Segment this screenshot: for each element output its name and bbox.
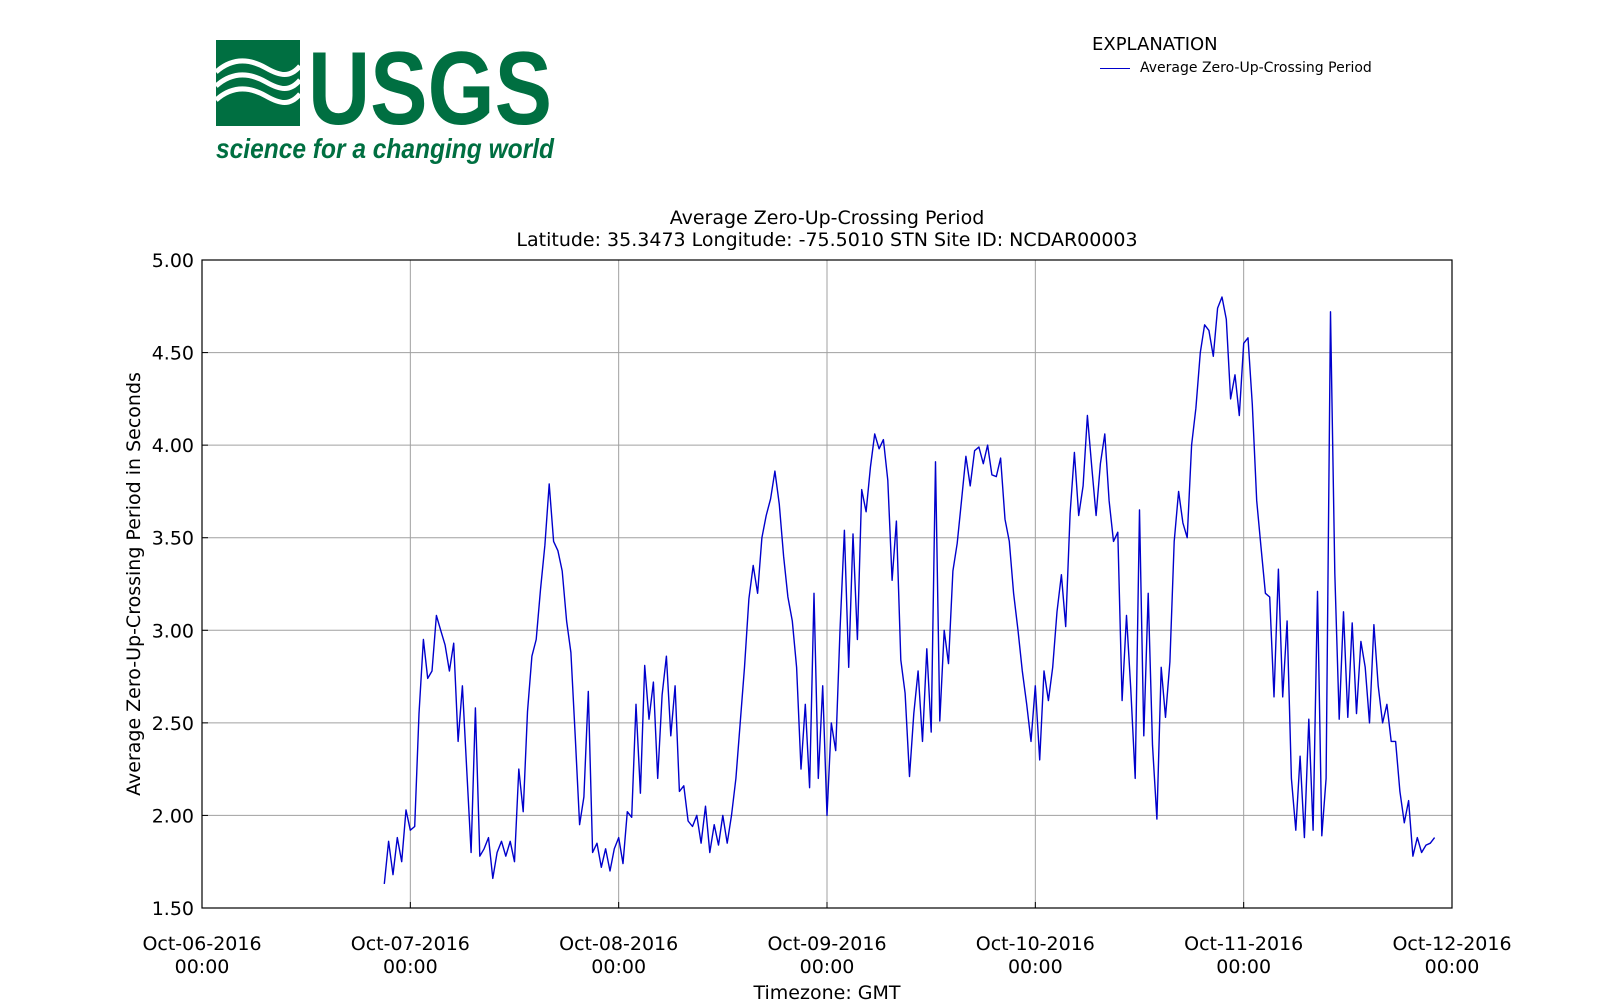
y-tick-label: 5.00 <box>152 250 194 272</box>
logo-wordmark: USGS <box>308 38 552 147</box>
x-tick-label-time: 00:00 <box>800 956 855 978</box>
x-tick-label-time: 00:00 <box>175 956 230 978</box>
x-tick-label-time: 00:00 <box>1008 956 1063 978</box>
chart-title: Average Zero-Up-Crossing Period <box>670 207 985 229</box>
legend-title: EXPLANATION <box>1092 34 1218 55</box>
x-tick-label-date: Oct-09-2016 <box>767 933 886 955</box>
chart-subtitle: Latitude: 35.3473 Longitude: -75.5010 ST… <box>516 229 1137 251</box>
logo-wave-3 <box>214 86 302 105</box>
x-tick-label-date: Oct-06-2016 <box>142 933 261 955</box>
y-tick-label: 2.00 <box>152 805 194 827</box>
y-tick-label: 2.50 <box>152 713 194 735</box>
logo-wave-2 <box>214 72 302 91</box>
legend: EXPLANATION Average Zero-Up-Crossing Per… <box>1092 34 1412 94</box>
legend-entry-label: Average Zero-Up-Crossing Period <box>1140 60 1372 76</box>
y-axis: 1.50 2.00 2.50 3.00 3.50 4.00 4.50 5.00 <box>152 250 208 920</box>
x-tick-label-date: Oct-10-2016 <box>976 933 1095 955</box>
x-tick-label-date: Oct-12-2016 <box>1392 933 1511 955</box>
y-axis-label: Average Zero-Up-Crossing Period in Secon… <box>123 372 145 796</box>
x-tick-label-date: Oct-11-2016 <box>1184 933 1303 955</box>
x-tick-label-time: 00:00 <box>383 956 438 978</box>
logo-emblem <box>216 40 300 126</box>
legend-swatch <box>1100 68 1130 69</box>
x-tick-label-time: 00:00 <box>1216 956 1271 978</box>
x-axis: Oct-06-201600:00Oct-07-201600:00Oct-08-2… <box>142 902 1512 978</box>
y-tick-label: 4.00 <box>152 435 194 457</box>
x-axis-label: Timezone: GMT <box>753 982 901 1000</box>
y-tick-label: 3.50 <box>152 528 194 550</box>
y-tick-label: 3.00 <box>152 620 194 642</box>
x-tick-label-date: Oct-07-2016 <box>351 933 470 955</box>
logo-tagline: science for a changing world <box>216 133 555 164</box>
x-tick-label-time: 00:00 <box>591 956 646 978</box>
logo-wave-1 <box>214 58 302 77</box>
y-tick-label: 4.50 <box>152 343 194 365</box>
y-tick-label: 1.50 <box>152 898 194 920</box>
usgs-logo-graphic: USGS science for a changing world <box>214 31 555 164</box>
usgs-logo: USGS science for a changing world <box>214 31 566 170</box>
x-tick-label-date: Oct-08-2016 <box>559 933 678 955</box>
series-line-zero-up-crossing-period <box>383 296 1436 884</box>
x-tick-label-time: 00:00 <box>1425 956 1480 978</box>
